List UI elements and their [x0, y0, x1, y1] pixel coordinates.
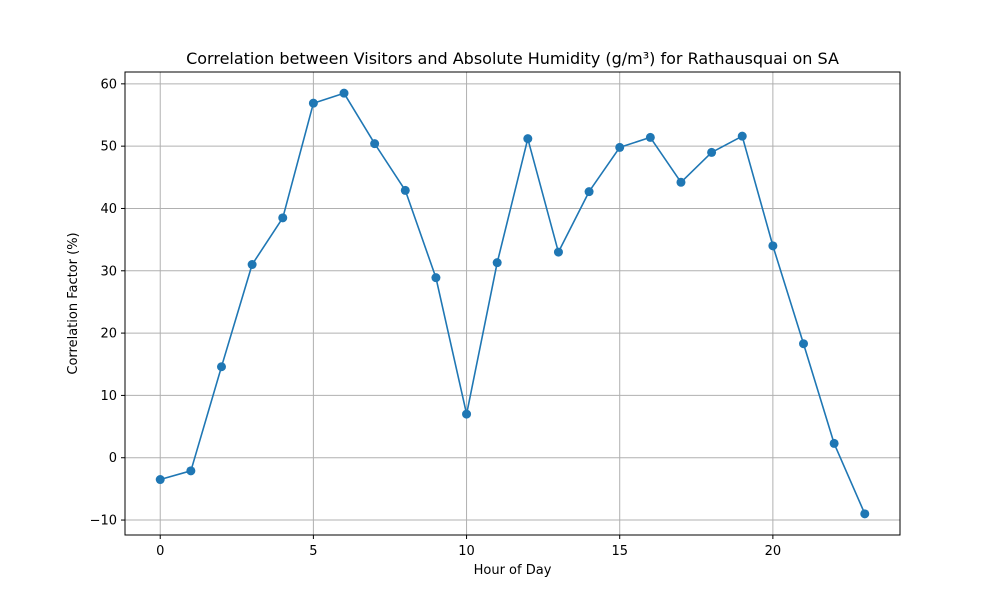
data-point — [584, 187, 594, 197]
data-point — [676, 177, 686, 187]
series-line — [159, 92, 866, 515]
y-axis-label: Correlation Factor (%) — [66, 232, 81, 374]
data-point — [645, 132, 655, 142]
data-point — [216, 362, 226, 372]
chart-title: Correlation between Visitors and Absolut… — [186, 49, 839, 68]
x-tick-label: 20 — [765, 544, 782, 559]
data-point — [186, 466, 196, 476]
data-point — [462, 409, 472, 419]
data-point — [860, 509, 870, 519]
y-tick-label: 50 — [100, 140, 117, 155]
data-point — [431, 273, 441, 283]
ticks: 0 5 10 15 20 −10 0 10 20 30 40 50 60 — [90, 77, 782, 559]
data-point — [799, 339, 809, 349]
y-tick-label: 10 — [100, 389, 117, 404]
grid — [125, 72, 900, 535]
plot-frame — [124, 71, 901, 536]
data-point — [615, 142, 625, 152]
data-point — [553, 247, 563, 257]
data-point — [370, 139, 380, 149]
x-tick-label: 5 — [309, 544, 317, 559]
data-point — [247, 260, 257, 270]
y-tick-label: 0 — [109, 451, 117, 466]
data-point — [737, 131, 747, 141]
x-axis-label: Hour of Day — [474, 563, 552, 578]
data-point — [768, 241, 778, 251]
data-point — [278, 213, 288, 223]
data-point — [155, 475, 165, 485]
data-point — [339, 88, 349, 98]
y-tick-label: −10 — [90, 514, 117, 529]
y-tick-label: 60 — [100, 77, 117, 92]
y-tick-label: 40 — [100, 202, 117, 217]
x-tick-label: 10 — [458, 544, 475, 559]
x-tick-label: 15 — [611, 544, 628, 559]
y-tick-label: 20 — [100, 327, 117, 342]
y-tick-label: 30 — [100, 264, 117, 279]
data-point — [308, 98, 318, 108]
data-point — [829, 438, 839, 448]
data-point — [492, 258, 502, 268]
data-point — [707, 147, 717, 157]
data-point — [400, 185, 410, 195]
data-point — [523, 134, 533, 144]
x-tick-label: 0 — [156, 544, 164, 559]
series-layer — [155, 88, 870, 519]
